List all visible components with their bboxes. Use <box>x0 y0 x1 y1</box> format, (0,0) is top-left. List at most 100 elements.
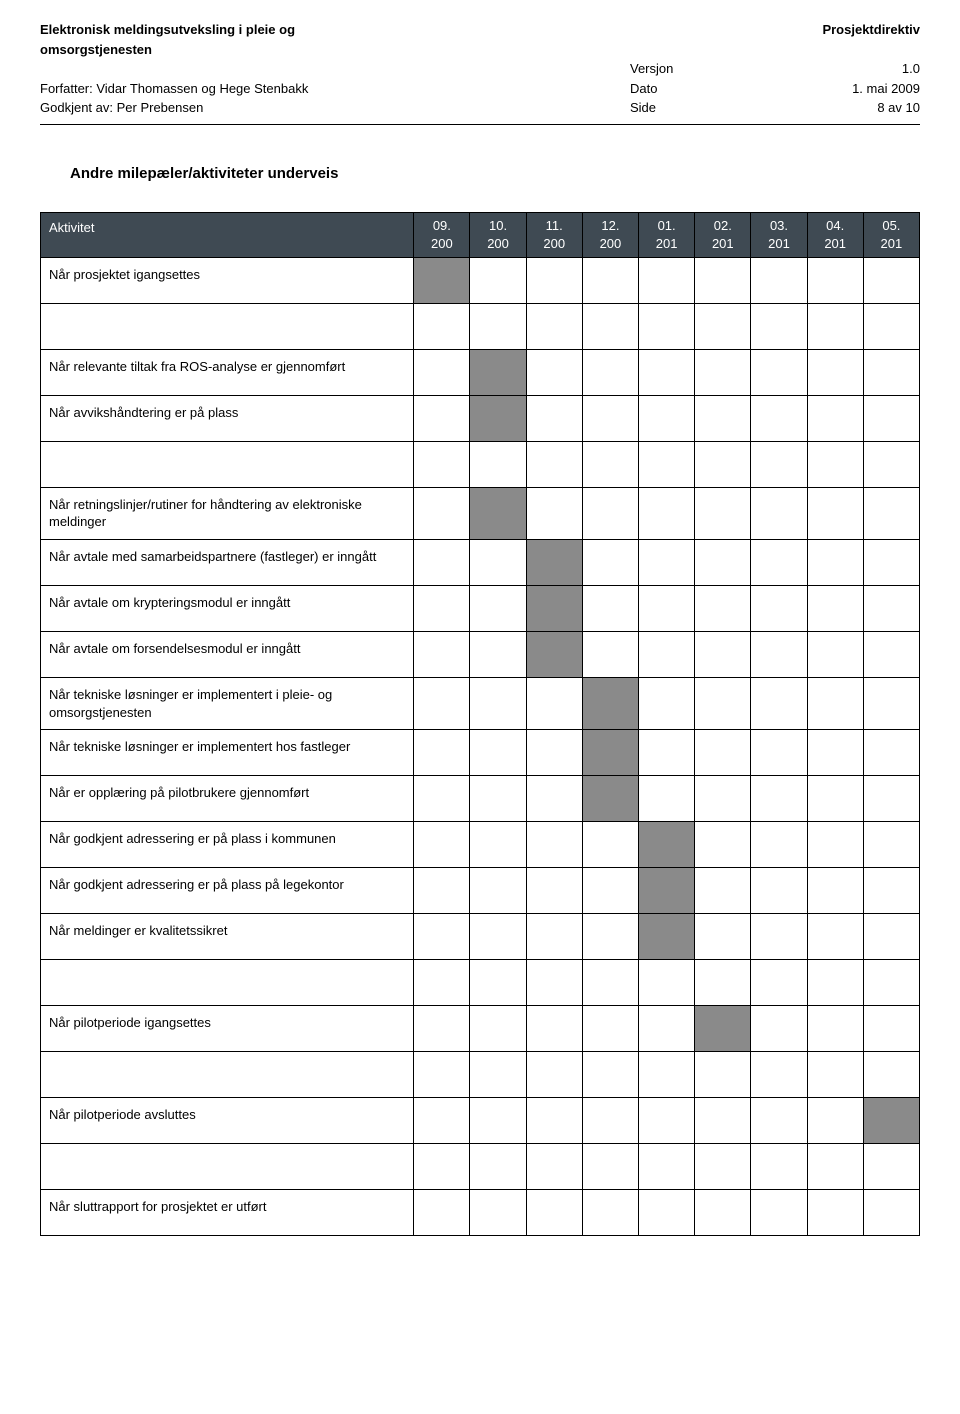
gantt-cell <box>582 1098 638 1144</box>
gantt-cell <box>863 1098 919 1144</box>
gantt-cell <box>751 868 807 914</box>
gantt-cell <box>807 585 863 631</box>
spacer-row <box>41 1052 920 1098</box>
table-row: Når pilotperiode avsluttes <box>41 1098 920 1144</box>
table-row: Når pilotperiode igangsettes <box>41 1006 920 1052</box>
gantt-cell <box>863 1190 919 1236</box>
gantt-cell <box>695 822 751 868</box>
gantt-cell <box>526 349 582 395</box>
gantt-cell <box>695 1006 751 1052</box>
gantt-cell <box>807 539 863 585</box>
activity-label: Når retningslinjer/rutiner for håndterin… <box>41 487 414 539</box>
version-value: 1.0 <box>770 59 920 79</box>
gantt-cell <box>807 1190 863 1236</box>
gantt-cell <box>807 776 863 822</box>
gantt-cell <box>526 1190 582 1236</box>
gantt-cell <box>639 1006 695 1052</box>
gantt-cell <box>526 960 582 1006</box>
gantt-cell <box>470 631 526 677</box>
spacer-cell <box>41 1052 414 1098</box>
gantt-cell <box>470 257 526 303</box>
document-header: Elektronisk meldingsutveksling i pleie o… <box>40 20 920 118</box>
table-row: Når avtale om krypteringsmodul er inngåt… <box>41 585 920 631</box>
spacer-row <box>41 1144 920 1190</box>
gantt-cell <box>751 1144 807 1190</box>
gantt-cell <box>863 914 919 960</box>
gantt-cell <box>526 677 582 729</box>
gantt-cell <box>863 349 919 395</box>
gantt-cell <box>863 822 919 868</box>
gantt-cell <box>863 776 919 822</box>
section-title: Andre milepæler/aktiviteter underveis <box>70 165 920 182</box>
gantt-cell <box>807 1052 863 1098</box>
gantt-cell <box>414 539 470 585</box>
gantt-cell <box>470 303 526 349</box>
gantt-cell <box>751 1098 807 1144</box>
gantt-cell <box>807 631 863 677</box>
gantt-cell <box>807 349 863 395</box>
gantt-cell <box>807 1006 863 1052</box>
gantt-cell <box>639 677 695 729</box>
gantt-cell <box>414 868 470 914</box>
gantt-cell <box>751 585 807 631</box>
gantt-cell <box>582 1052 638 1098</box>
gantt-cell <box>470 1006 526 1052</box>
gantt-cell <box>414 257 470 303</box>
activity-label: Når avvikshåndtering er på plass <box>41 395 414 441</box>
gantt-cell <box>807 914 863 960</box>
spacer-row <box>41 303 920 349</box>
gantt-cell <box>639 585 695 631</box>
gantt-cell <box>751 960 807 1006</box>
gantt-cell <box>414 1190 470 1236</box>
gantt-cell <box>639 303 695 349</box>
spacer-cell <box>41 960 414 1006</box>
gantt-cell <box>863 960 919 1006</box>
gantt-cell <box>526 730 582 776</box>
gantt-cell <box>526 441 582 487</box>
gantt-cell <box>639 914 695 960</box>
table-row: Når godkjent adressering er på plass på … <box>41 868 920 914</box>
gantt-cell <box>807 730 863 776</box>
date-label: Dato <box>630 79 770 99</box>
gantt-cell <box>582 539 638 585</box>
gantt-cell <box>863 1006 919 1052</box>
gantt-cell <box>863 631 919 677</box>
table-row: Når godkjent adressering er på plass i k… <box>41 822 920 868</box>
gantt-cell <box>526 822 582 868</box>
gantt-cell <box>414 1098 470 1144</box>
gantt-cell <box>639 441 695 487</box>
gantt-cell <box>582 960 638 1006</box>
doc-title-left-2: omsorgstjenesten <box>40 40 630 60</box>
gantt-cell <box>807 868 863 914</box>
gantt-cell <box>470 914 526 960</box>
spacer-row <box>41 441 920 487</box>
gantt-col-month: 12.200 <box>582 212 638 257</box>
gantt-cell <box>526 487 582 539</box>
gantt-cell <box>639 395 695 441</box>
gantt-col-month: 05.201 <box>863 212 919 257</box>
gantt-cell <box>639 631 695 677</box>
activity-label: Når pilotperiode avsluttes <box>41 1098 414 1144</box>
gantt-cell <box>414 677 470 729</box>
activity-label: Når avtale om forsendelsesmodul er inngå… <box>41 631 414 677</box>
gantt-cell <box>470 677 526 729</box>
gantt-cell <box>639 257 695 303</box>
gantt-cell <box>470 730 526 776</box>
gantt-cell <box>470 960 526 1006</box>
doc-title-right: Prosjektdirektiv <box>770 20 920 40</box>
activity-label: Når godkjent adressering er på plass i k… <box>41 822 414 868</box>
gantt-cell <box>863 303 919 349</box>
gantt-cell <box>751 1190 807 1236</box>
gantt-cell <box>863 1144 919 1190</box>
gantt-cell <box>639 776 695 822</box>
spacer-row <box>41 960 920 1006</box>
gantt-cell <box>807 1144 863 1190</box>
table-row: Når tekniske løsninger er implementert h… <box>41 730 920 776</box>
activity-label: Når meldinger er kvalitetssikret <box>41 914 414 960</box>
gantt-cell <box>695 776 751 822</box>
gantt-cell <box>695 395 751 441</box>
table-row: Når sluttrapport for prosjektet er utfør… <box>41 1190 920 1236</box>
activity-label: Når relevante tiltak fra ROS-analyse er … <box>41 349 414 395</box>
gantt-cell <box>582 868 638 914</box>
gantt-cell <box>470 822 526 868</box>
